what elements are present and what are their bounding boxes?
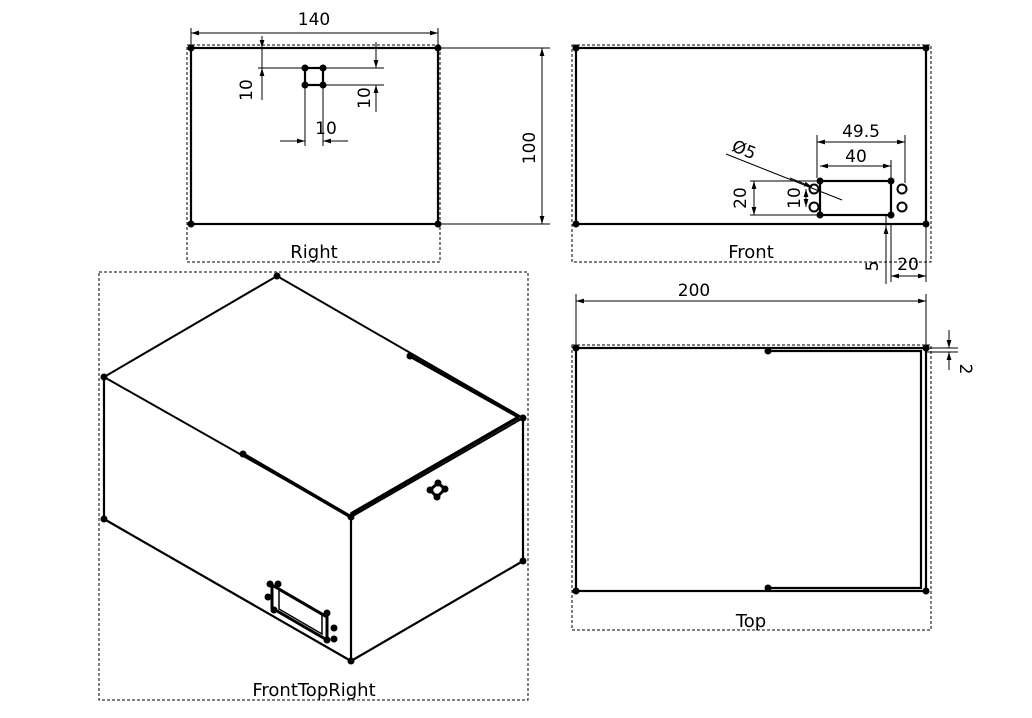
right-view-label: Right <box>290 242 337 263</box>
front-hole-1 <box>808 183 820 195</box>
front-hole-4 <box>896 201 908 213</box>
right-view-outline <box>189 46 440 226</box>
dim-front-40: 40 <box>845 147 867 167</box>
iso-top-face <box>101 274 526 519</box>
dim-front-20: 20 <box>731 187 751 209</box>
right-view-frame <box>186 44 441 263</box>
front-view-rect-hole <box>818 179 893 217</box>
top-view: 200 2 Top <box>571 281 975 632</box>
top-view-frame <box>571 344 932 631</box>
iso-view: FrontTopRight <box>98 271 529 701</box>
front-hole-3 <box>896 183 908 195</box>
dim-front-10: 10 <box>785 187 805 209</box>
dim-right-square-y: 10 <box>237 79 257 101</box>
dim-right-square-w: 10 <box>315 119 337 139</box>
front-view-frame <box>571 44 932 263</box>
front-view-outline <box>574 46 928 226</box>
front-view: Ø5 49.5 40 20 10 5 20 Front <box>571 44 932 284</box>
dim-top-length: 200 <box>678 281 710 301</box>
dim-front-hole-dia: Ø5 <box>729 137 759 165</box>
dim-front-20b: 20 <box>897 255 919 275</box>
iso-view-frame <box>98 271 529 701</box>
dim-right-width: 140 <box>298 10 330 30</box>
top-view-label: Top <box>735 611 766 632</box>
iso-view-label: FrontTopRight <box>252 680 375 701</box>
dim-right-square-h: 10 <box>355 87 375 109</box>
front-hole-2 <box>808 201 820 213</box>
dim-right-height: 100 <box>520 132 540 164</box>
front-view-label: Front <box>728 242 774 263</box>
top-view-outline <box>574 346 928 593</box>
right-view: 140 10 10 10 100 Right <box>186 10 550 263</box>
right-view-square-hole <box>303 66 325 87</box>
dim-front-5: 5 <box>863 261 883 272</box>
top-view-inner-wall <box>768 349 923 590</box>
dim-front-49-5: 49.5 <box>842 122 880 142</box>
dim-top-wall: 2 <box>955 364 975 375</box>
